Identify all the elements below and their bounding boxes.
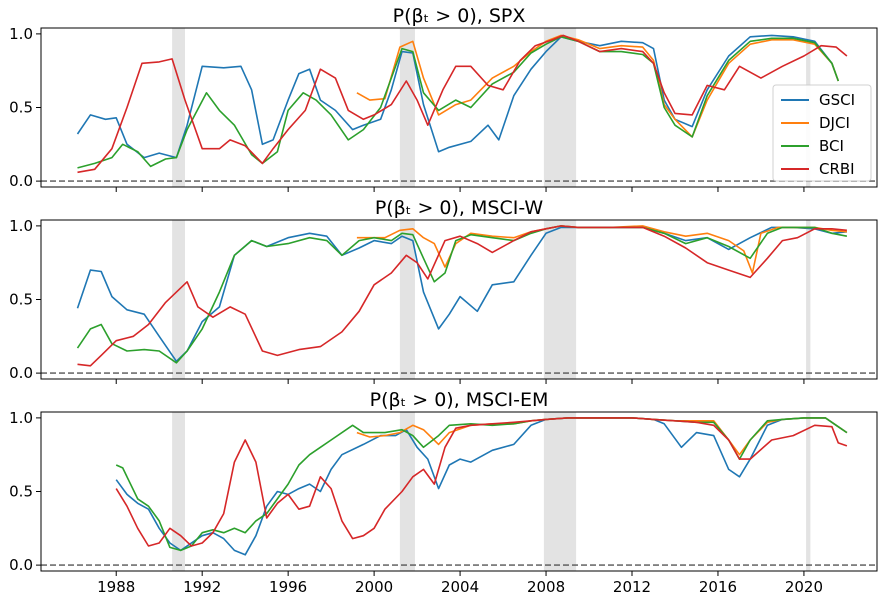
plot-frame (40, 27, 878, 188)
legend-label-gsci: GSCI (819, 91, 855, 109)
y-tick-label: 0.5 (9, 99, 33, 117)
y-tick-label: 1.0 (9, 217, 33, 235)
series-line-crbi (77, 225, 847, 367)
legend: GSCI DJCI BCI CRBI (772, 84, 872, 182)
y-tick-label: 0.0 (9, 172, 33, 190)
shaded-period-1 (399, 220, 415, 379)
x-tick-label: 2016 (699, 578, 737, 596)
series-line-crbi (115, 417, 848, 547)
shaded-period-1 (399, 28, 415, 187)
y-tick-label: 0.0 (9, 556, 33, 574)
panel-msci-w: 0.0 0.5 1.0 P(βₜ > 0), MSCI-W (9, 197, 878, 384)
x-tick-label: 2012 (613, 578, 651, 596)
series-line-djci (356, 34, 840, 138)
series-line-crbi (77, 34, 848, 174)
x-tick-label: 1992 (183, 578, 221, 596)
y-tick-label: 0.5 (9, 291, 33, 309)
y-tick-label: 1.0 (9, 25, 33, 43)
panel-msci-em: 0.0 0.5 1.0 1988 1992 1996 2000 2004 2008 2012 201… (9, 389, 878, 596)
x-tick-label: 2020 (785, 578, 823, 596)
panel-title: P(βₜ > 0), MSCI-W (375, 197, 544, 219)
series-line-gsci (115, 417, 848, 556)
legend-label-bci: BCI (819, 137, 844, 155)
shaded-period-2 (543, 28, 577, 187)
panel-title: P(βₜ > 0), MSCI-EM (370, 389, 549, 411)
x-tick-label: 1988 (97, 578, 135, 596)
series-line-bci (115, 417, 848, 552)
panel-title: P(βₜ > 0), SPX (393, 5, 526, 27)
series-line-gsci (76, 34, 840, 159)
shaded-period-0 (172, 412, 185, 571)
x-tick-label: 1996 (269, 578, 307, 596)
x-tick-label: 2000 (355, 578, 393, 596)
y-tick-label: 1.0 (9, 409, 33, 427)
series-line-bci (76, 225, 848, 364)
plot-frame (40, 411, 878, 572)
y-tick-label: 0.0 (9, 364, 33, 382)
legend-label-crbi: CRBI (819, 160, 855, 178)
shaded-period-3 (806, 412, 811, 571)
shaded-period-2 (543, 412, 577, 571)
legend-label-djci: DJCI (819, 114, 850, 132)
panel-spx: 0.0 0.5 1.0 P(βₜ > 0), SPX GSCI DJCI BCI CRBI (9, 5, 878, 192)
series-line-djci (356, 225, 847, 274)
y-tick-label: 0.5 (9, 483, 33, 501)
x-tick-label: 2008 (527, 578, 565, 596)
shaded-period-1 (399, 412, 415, 571)
shaded-period-0 (172, 28, 185, 187)
series-line-bci (77, 36, 840, 169)
shaded-period-0 (172, 220, 185, 379)
shaded-period-2 (543, 220, 577, 379)
legend-box (772, 84, 872, 182)
x-tick-label: 2004 (441, 578, 479, 596)
shaded-period-3 (806, 220, 811, 379)
